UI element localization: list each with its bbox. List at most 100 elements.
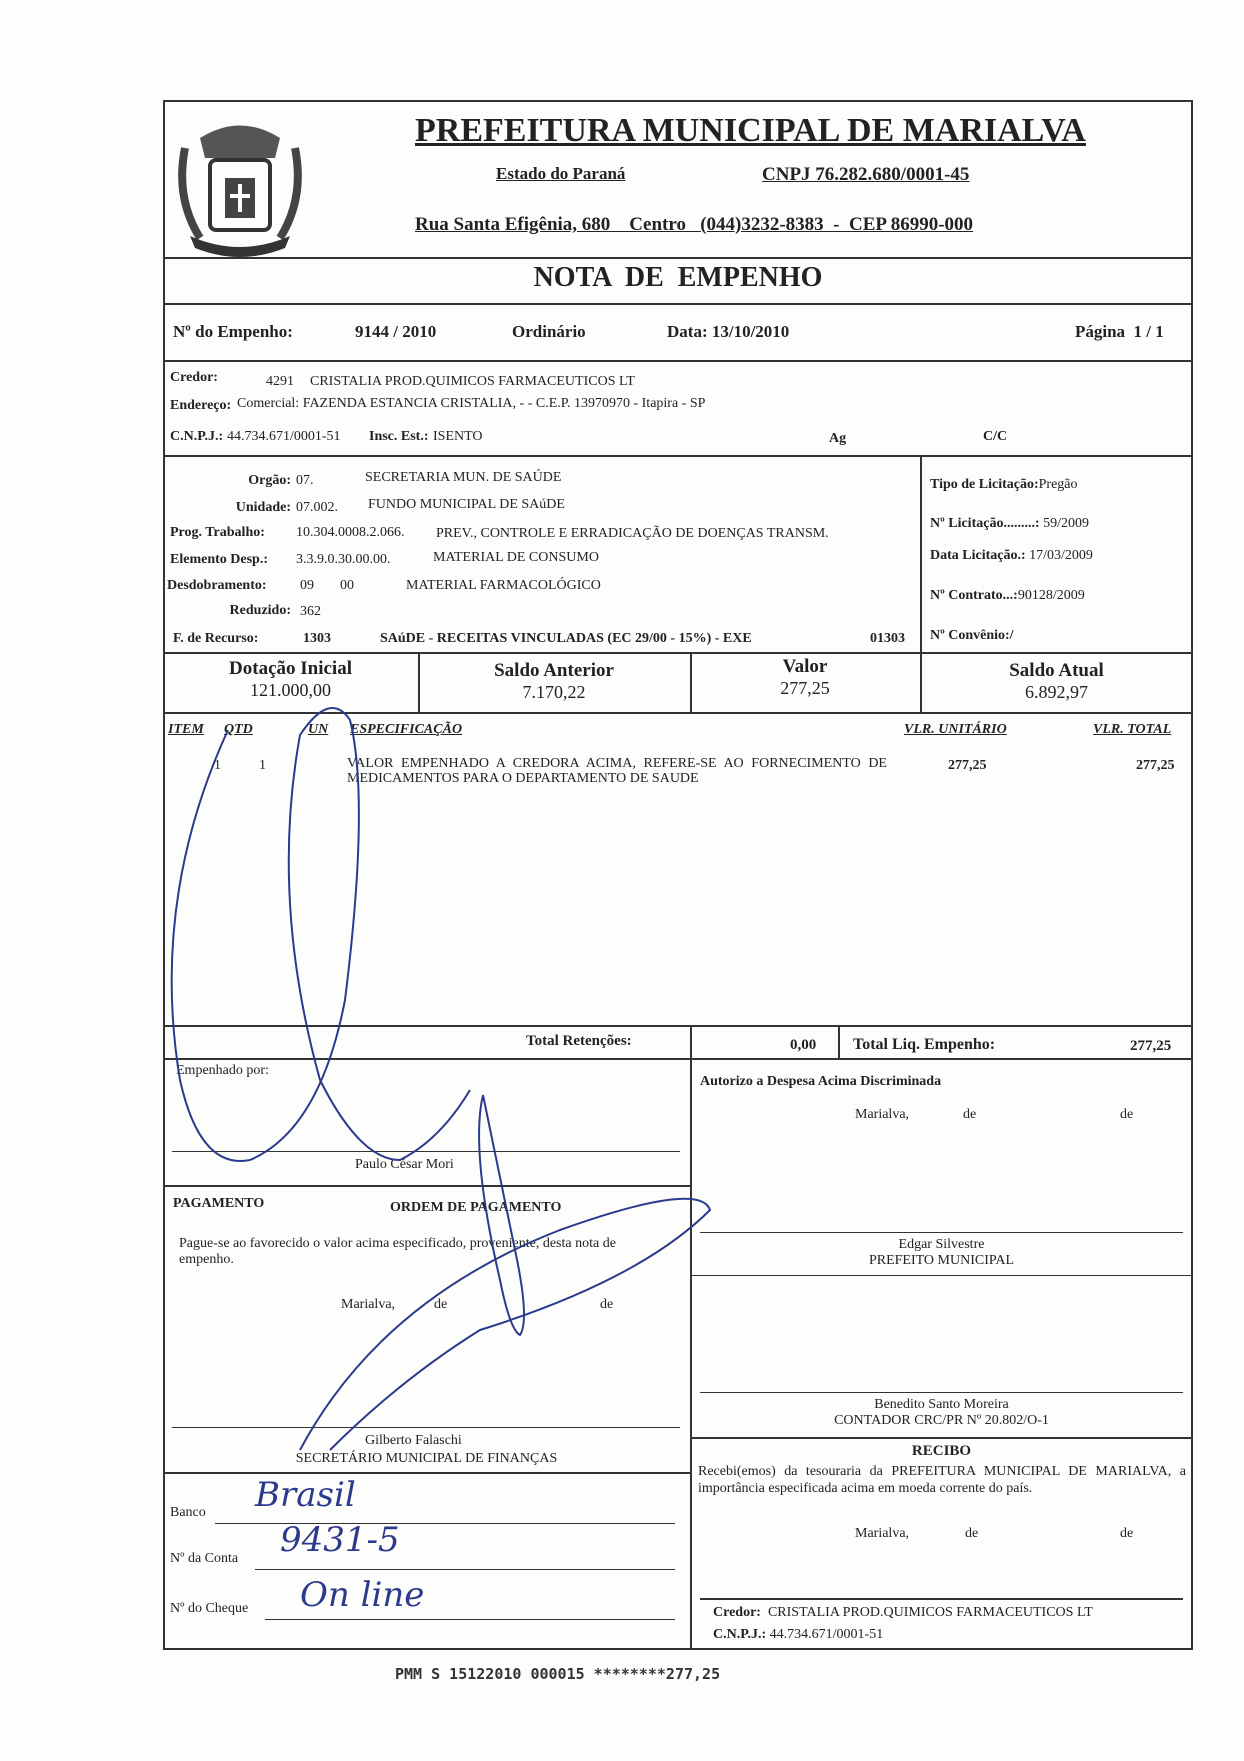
header-address: Rua Santa Efigênia, 680 Centro (044)3232… xyxy=(415,214,974,235)
credor-label: Credor: xyxy=(170,370,218,385)
col-un: UN xyxy=(308,722,329,737)
col-qtd: QTD xyxy=(224,722,253,737)
cheque-label: Nº do Cheque xyxy=(170,1601,249,1616)
balance-saldo-anterior: Saldo Anterior 7.170,22 xyxy=(494,660,614,702)
recibo-credor-label: Credor: xyxy=(713,1605,761,1620)
row-item: 1 xyxy=(214,758,221,773)
header-title: PREFEITURA MUNICIPAL DE MARIALVA xyxy=(415,112,1086,149)
data-licitacao: 17/03/2009 xyxy=(1029,548,1093,563)
credor-address: Comercial: FAZENDA ESTANCIA CRISTALIA, -… xyxy=(237,396,706,411)
num-licitacao: 59/2009 xyxy=(1043,516,1089,531)
desdobramento-desc: MATERIAL FARMACOLÓGICO xyxy=(406,578,601,593)
banco-label: Banco xyxy=(170,1505,206,1520)
balance-dotacao: Dotação Inicial 121.000,00 xyxy=(229,658,352,700)
cnpj-label: C.N.P.J.: xyxy=(170,429,224,444)
cc-label: C/C xyxy=(983,429,1008,444)
recibo-credor: CRISTALIA PROD.QUIMICOS FARMACEUTICOS LT xyxy=(767,1605,1093,1620)
header-state: Estado do Paraná xyxy=(496,164,626,183)
autorizo-de1: de xyxy=(963,1107,977,1122)
prog-desc: PREV., CONTROLE E ERRADICAÇÃO DE DOENÇAS… xyxy=(436,526,829,541)
conta-value: 9431-5 xyxy=(280,1520,400,1560)
contador-signature: Benedito Santo Moreira CONTADOR CRC/PR Nº… xyxy=(834,1397,1049,1428)
pagamento-de2: de xyxy=(600,1297,614,1312)
unidade-label: Unidade: xyxy=(235,500,291,515)
elemento-code: 3.3.9.0.30.00.00. xyxy=(296,552,391,567)
pagamento-label: PAGAMENTO xyxy=(173,1196,265,1211)
header-cnpj: CNPJ 76.282.680/0001-45 xyxy=(762,164,970,185)
autorizo-signature: Edgar Silvestre PREFEITO MUNICIPAL xyxy=(868,1237,1015,1268)
row-total: 277,25 xyxy=(1136,758,1175,773)
recurso-label: F. de Recurso: xyxy=(173,631,259,646)
empenho-date: Data: 13/10/2010 xyxy=(667,322,790,341)
banco-value: Brasil xyxy=(255,1475,356,1515)
recibo-cnpj: 44.734.671/0001-51 xyxy=(769,1627,884,1642)
credor-cnpj: 44.734.671/0001-51 xyxy=(227,429,341,444)
row-spec: VALOR EMPENHADO A CREDORA ACIMA, REFERE-… xyxy=(347,756,887,786)
unidade-code: 07.002. xyxy=(296,500,338,515)
empenho-label: Nº do Empenho: xyxy=(173,322,293,341)
col-item: ITEM xyxy=(168,722,204,737)
recibo-cnpj-label: C.N.P.J.: xyxy=(713,1627,767,1642)
ordem-pagamento-label: ORDEM DE PAGAMENTO xyxy=(390,1200,562,1215)
elemento-label: Elemento Desp.: xyxy=(170,552,268,567)
ie-label: Insc. Est.: xyxy=(369,429,429,444)
balance-valor: Valor 277,25 xyxy=(780,656,830,698)
orgao-code: 07. xyxy=(296,473,314,488)
empenho-number: 9144 / 2010 xyxy=(355,322,437,341)
total-liq-label: Total Liq. Empenho: xyxy=(853,1036,996,1053)
col-total: VLR. TOTAL xyxy=(1093,722,1172,737)
autorizo-de2: de xyxy=(1120,1107,1134,1122)
coat-of-arms-logo xyxy=(178,125,302,257)
desdobramento-code1: 09 xyxy=(300,578,314,593)
convenio-label: Nº Convênio:/ xyxy=(930,628,1014,643)
data-licitacao-label: Data Licitação.: xyxy=(930,548,1026,563)
orgao-label: Orgão: xyxy=(248,473,291,488)
autorizo-city: Marialva, xyxy=(855,1107,910,1122)
reduzido-code: 362 xyxy=(300,604,321,619)
prog-label: Prog. Trabalho: xyxy=(170,525,265,540)
unidade-desc: FUNDO MUNICIPAL DE SAúDE xyxy=(368,497,565,512)
ag-label: Ag xyxy=(829,431,847,446)
prog-code: 10.304.0008.2.066. xyxy=(296,525,405,540)
total-retencoes-label: Total Retenções: xyxy=(526,1033,632,1049)
credor-code: 4291 xyxy=(266,374,294,389)
total-retencoes: 0,00 xyxy=(790,1037,817,1053)
recibo-de2: de xyxy=(1120,1526,1134,1541)
form-frame xyxy=(163,100,1193,1650)
contrato: 90128/2009 xyxy=(1017,588,1085,603)
pagamento-text: Pague-se ao favorecido o valor acima esp… xyxy=(179,1236,616,1267)
tipo-licitacao: Pregão xyxy=(1038,477,1078,492)
pagamento-role: SECRETÁRIO MUNICIPAL DE FINANÇAS xyxy=(295,1451,558,1466)
recibo-city: Marialva, xyxy=(855,1526,910,1541)
recibo-title: RECIBO xyxy=(911,1443,972,1459)
recurso-code: 1303 xyxy=(303,631,331,646)
empenhado-signer: Paulo César Mori xyxy=(355,1157,454,1172)
pagamento-city: Marialva, xyxy=(341,1297,396,1312)
empenho-type: Ordinário xyxy=(512,322,586,341)
orgao-desc: SECRETARIA MUN. DE SAÚDE xyxy=(365,470,562,485)
balance-saldo-atual: Saldo Atual 6.892,97 xyxy=(1009,660,1104,702)
row-qtd: 1 xyxy=(259,758,266,773)
footer-code: PMM S 15122010 000015 ********277,25 xyxy=(395,1665,721,1683)
credor-ie: ISENTO xyxy=(433,429,483,444)
cheque-value: On line xyxy=(300,1575,425,1615)
col-unit: VLR. UNITÁRIO xyxy=(904,722,1007,737)
desdobramento-label: Desdobramento: xyxy=(167,578,267,593)
elemento-desc: MATERIAL DE CONSUMO xyxy=(433,550,599,565)
total-liq: 277,25 xyxy=(1130,1038,1172,1054)
pagamento-signer: Gilberto Falaschi xyxy=(365,1433,462,1448)
recibo-de1: de xyxy=(965,1526,979,1541)
desdobramento-code2: 00 xyxy=(340,578,354,593)
contrato-label: Nº Contrato...: xyxy=(930,588,1018,603)
recurso-code2: 01303 xyxy=(870,631,905,646)
address-label: Endereço: xyxy=(170,398,232,413)
conta-label: Nº da Conta xyxy=(170,1551,239,1566)
recibo-text: Recebi(emos) da tesouraria da PREFEITURA… xyxy=(698,1464,1186,1496)
reduzido-label: Reduzido: xyxy=(229,603,291,618)
recurso-desc: SAúDE - RECEITAS VINCULADAS (EC 29/00 - … xyxy=(380,631,752,646)
document-title: NOTA DE EMPENHO xyxy=(533,262,823,293)
tipo-licitacao-label: Tipo de Licitação: xyxy=(930,477,1039,492)
row-unit: 277,25 xyxy=(948,758,987,773)
pagamento-de1: de xyxy=(434,1297,448,1312)
